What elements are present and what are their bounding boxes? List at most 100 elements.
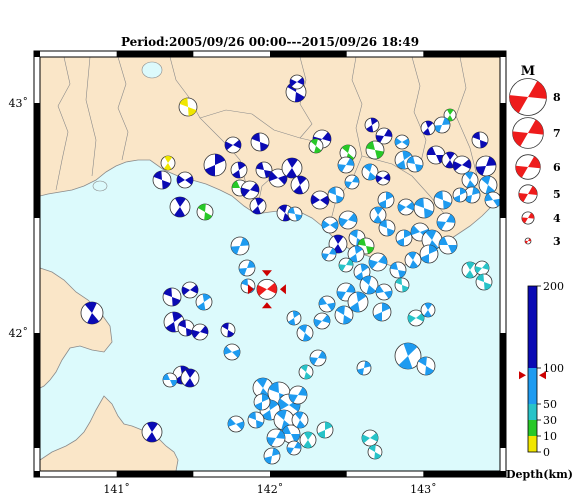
beachball	[475, 273, 493, 291]
beachball	[378, 219, 396, 237]
beachball	[287, 206, 303, 222]
beachball	[177, 319, 195, 337]
beachball	[180, 368, 200, 388]
beachball	[443, 108, 457, 122]
beachball	[420, 302, 436, 318]
beachball	[290, 175, 310, 195]
beachball	[375, 283, 393, 301]
map-title: Period:2005/09/26 00:00---2015/09/26 18:…	[121, 35, 419, 49]
magnitude-legend-ball	[524, 237, 532, 245]
beachball	[337, 156, 355, 174]
beachball	[484, 191, 500, 209]
lat-tick-label: 43˚	[9, 97, 29, 110]
beachball	[372, 302, 392, 322]
depth-scale-title: Depth(km)	[506, 468, 573, 481]
beachball	[347, 245, 365, 263]
beachball	[238, 259, 256, 277]
beachball	[474, 260, 490, 276]
beachball	[286, 310, 302, 326]
magnitude-legend: M 8 7 6 5 4 3	[509, 64, 561, 248]
beachball	[338, 257, 354, 273]
main-event-marker	[261, 270, 272, 277]
beachball	[394, 277, 410, 293]
beachball	[321, 246, 337, 262]
beachball	[436, 212, 456, 232]
depth-band	[528, 436, 537, 452]
beachball	[286, 440, 302, 456]
beachball	[309, 349, 327, 367]
beachball	[203, 153, 227, 177]
land-shimokita	[40, 395, 179, 471]
magnitude-legend-label: 5	[553, 188, 561, 201]
beachball	[361, 163, 379, 181]
beachball	[289, 74, 305, 90]
lon-tick-label: 143˚	[410, 483, 437, 496]
beachball	[220, 322, 236, 338]
beachball	[438, 235, 458, 255]
beachball	[281, 157, 303, 179]
beachball	[368, 252, 388, 272]
depth-marker-left	[519, 371, 526, 380]
axis-labels: 141˚ 142˚ 143˚ 43˚ 42˚	[9, 97, 437, 496]
depth-tick-label: 30	[543, 414, 557, 427]
depth-marker-right	[539, 371, 546, 380]
main-event-beachball	[256, 278, 278, 300]
beachball	[375, 127, 393, 145]
lon-tick-label: 142˚	[257, 483, 284, 496]
beachball	[176, 171, 194, 189]
beachball	[141, 421, 163, 443]
lat-tick-label: 42˚	[9, 327, 29, 340]
beachball	[296, 324, 314, 342]
beachball	[452, 187, 468, 203]
beachball	[321, 216, 339, 234]
beachball	[250, 132, 270, 152]
beachball	[255, 161, 273, 179]
beachball	[162, 372, 178, 388]
beachball	[461, 171, 479, 189]
beachball	[344, 174, 360, 190]
magnitude-legend-ball	[521, 211, 535, 225]
beachball	[223, 343, 241, 361]
main-event-marker	[247, 284, 254, 295]
beachball	[433, 190, 453, 210]
beachball	[263, 447, 281, 465]
depth-tick-label: 10	[543, 430, 557, 443]
beachball	[266, 428, 286, 448]
depth-band	[528, 404, 537, 420]
beachball	[160, 155, 176, 171]
beachball	[313, 312, 331, 330]
main-event-marker	[279, 284, 286, 295]
beachball	[433, 116, 451, 134]
magnitude-legend-label: 7	[553, 127, 561, 140]
beachball	[389, 261, 407, 279]
beachball	[162, 287, 182, 307]
beachball	[461, 261, 479, 279]
beachball	[416, 356, 436, 376]
beachball	[247, 411, 265, 429]
magnitude-legend-ball	[515, 154, 541, 180]
depth-tick-label: 100	[543, 362, 564, 375]
beachball	[404, 251, 422, 269]
magnitude-legend-label: 4	[553, 212, 561, 225]
beachball	[478, 175, 498, 195]
beachball	[419, 244, 439, 264]
beachball	[377, 191, 395, 209]
beachball	[152, 170, 172, 190]
beachball	[365, 140, 385, 160]
beachball	[249, 197, 267, 215]
lake-shikotsu	[141, 61, 163, 79]
magnitude-legend-label: 8	[553, 91, 561, 104]
land-oshima-peninsula	[40, 267, 113, 389]
depth-tick-label: 200	[543, 280, 564, 293]
beachball	[169, 196, 191, 218]
beachball	[299, 431, 317, 449]
main-event-marker	[261, 302, 272, 309]
beachball	[359, 275, 379, 295]
beachball	[356, 360, 372, 376]
beachball	[364, 117, 380, 133]
beachball	[230, 161, 248, 179]
beachball	[394, 134, 410, 150]
beachball	[230, 236, 250, 256]
depth-band	[528, 368, 537, 404]
lake-toya	[92, 180, 108, 192]
